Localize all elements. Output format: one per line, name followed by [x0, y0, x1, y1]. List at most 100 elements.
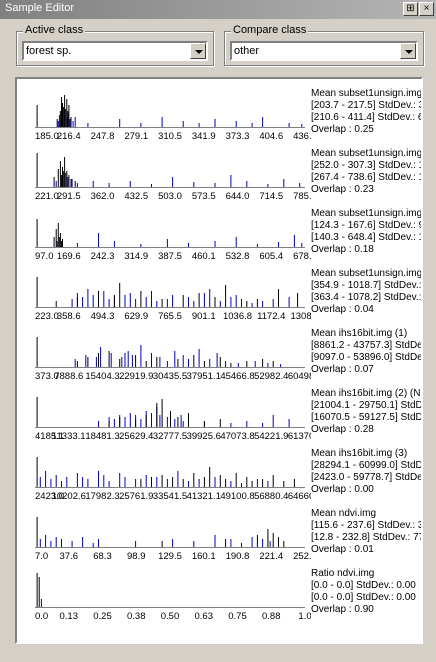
tick-label: 0.63 — [195, 611, 214, 622]
stats-line: Overlap : 0.04 — [311, 304, 374, 315]
tick-label: 52982.4 — [254, 371, 288, 382]
histogram-row: 7.0 37.6 68.3 98.9 129.5 160.1 190.8 221.4 252.0… — [17, 503, 421, 563]
histogram-row: 2423.0 10202.6 17982.3 25761.9 33541.5 41321.… — [17, 443, 421, 503]
stats-line: Mean ihs16bit.img (1) — [311, 328, 408, 339]
tick-label: 503.0 — [158, 191, 182, 202]
tick-label: 190.8 — [226, 551, 250, 562]
stats-info: Mean subset1unsign.img [124.3 - 167.6] St… — [311, 208, 423, 256]
tick-label: 432.5 — [124, 191, 148, 202]
stats-line: Ratio ndvi.img — [311, 568, 375, 579]
tick-label: 460.1 — [192, 251, 216, 262]
status-strip — [0, 655, 436, 662]
pin-icon[interactable]: ⊞ — [403, 2, 418, 16]
tick-label: 160.1 — [192, 551, 216, 562]
stats-info: Mean ihs16bit.img (2) (NI [21004.1 - 2975… — [311, 388, 423, 436]
tick-label: 358.6 — [57, 311, 81, 322]
tick-label: 1172.4 — [257, 311, 285, 322]
stats-line: [16070.5 - 59127.5] StdDe — [311, 412, 423, 423]
stats-line: [252.0 - 307.3] StdDev.: 1 — [311, 160, 423, 171]
stats-line: Overlap : 0.90 — [311, 604, 374, 615]
stats-line: [354.9 - 1018.7] StdDev.: — [311, 280, 422, 291]
title-bar: Sample Editor ⊞ × — [0, 0, 436, 19]
tick-label: 678.0 — [293, 251, 311, 262]
tick-label: 25761.9 — [119, 491, 153, 502]
tick-label: 22919.9 — [119, 371, 153, 382]
tick-label: 216.4 — [57, 131, 81, 142]
tick-label: 252.0 — [293, 551, 311, 562]
tick-label: 68.3 — [93, 551, 112, 562]
tick-label: 765.5 — [158, 311, 182, 322]
histogram-chart: 0.0 0.13 0.25 0.38 0.50 0.63 0.75 0.88 1.0 — [35, 573, 311, 622]
tick-label: 404.6 — [259, 131, 283, 142]
tick-label: 644.0 — [226, 191, 250, 202]
tick-label: 279.1 — [124, 131, 148, 142]
tick-label: 25629.4 — [119, 431, 153, 442]
histogram-row: 0.0 0.13 0.25 0.38 0.50 0.63 0.75 0.88 1.0 Ratio … — [17, 563, 421, 623]
tick-label: 32777.5 — [153, 431, 187, 442]
stats-info: Mean ndvi.img [115.6 - 237.6] StdDev.: 3[… — [311, 508, 423, 556]
tick-label: 1308.0 — [290, 311, 311, 322]
close-icon[interactable]: × — [419, 2, 434, 16]
compare-class-select[interactable]: other — [230, 41, 418, 61]
stats-line: [9097.0 - 53896.0] StdDev — [311, 352, 423, 363]
tick-label: 573.5 — [192, 191, 216, 202]
tick-label: 247.8 — [91, 131, 115, 142]
tick-label: 0.38 — [127, 611, 146, 622]
histogram-row: 4185.1 11333.1 18481.3 25629.4 32777.5 39925.… — [17, 383, 421, 443]
active-class-value: forest sp. — [26, 45, 72, 57]
stats-line: [2423.0 - 59778.7] StdDev — [311, 472, 423, 483]
tick-label: 0.50 — [161, 611, 180, 622]
tick-label: 373.3 — [226, 131, 250, 142]
tick-label: 221.0 — [35, 191, 59, 202]
tick-label: 185.0 — [35, 131, 59, 142]
histogram-row: 223.0 358.6 494.3 629.9 765.5 901.1 1036.8 1172… — [17, 263, 421, 323]
tick-label: 629.9 — [124, 311, 148, 322]
tick-label: 39925.6 — [187, 431, 221, 442]
stats-line: Overlap : 0.00 — [311, 484, 374, 495]
tick-label: 223.0 — [35, 311, 59, 322]
stats-line: [8861.2 - 43757.3] StdDev — [311, 340, 423, 351]
window-title: Sample Editor — [5, 2, 75, 14]
stats-line: [12.8 - 232.8] StdDev.: 77 — [311, 532, 423, 543]
tick-label: 97.0 — [35, 251, 54, 262]
histogram-panel[interactable]: 185.0 216.4 247.8 279.1 310.5 341.9 373.3 404.6… — [15, 77, 423, 644]
tick-label: 98.9 — [127, 551, 146, 562]
stats-line: [21004.1 - 29750.1] StdDe — [311, 400, 423, 411]
tick-label: 221.4 — [259, 551, 283, 562]
tick-label: 60498.0 — [288, 371, 311, 382]
stats-line: [140.3 - 648.4] StdDev.: 1 — [311, 232, 423, 243]
tick-label: 0.75 — [228, 611, 247, 622]
chevron-down-icon[interactable] — [400, 43, 416, 59]
tick-label: 436.0 — [293, 131, 311, 142]
stats-info: Mean ihs16bit.img (3) [28294.1 - 60999.0]… — [311, 448, 423, 496]
histogram-row: 221.0 291.5 362.0 432.5 503.0 573.5 644.0 714.5… — [17, 143, 421, 203]
tick-label: 37951.1 — [187, 371, 221, 382]
tick-label: 4185.1 — [35, 431, 64, 442]
stats-line: [124.3 - 167.6] StdDev.: 9 — [311, 220, 423, 231]
tick-label: 54221.9 — [254, 431, 288, 442]
tick-label: 37.6 — [60, 551, 79, 562]
active-class-select[interactable]: forest sp. — [22, 41, 208, 61]
stats-line: Overlap : 0.25 — [311, 124, 374, 135]
chevron-down-icon[interactable] — [190, 43, 206, 59]
stats-line: Overlap : 0.28 — [311, 424, 374, 435]
stats-line: Overlap : 0.23 — [311, 184, 374, 195]
histogram-chart: 97.0 169.6 242.3 314.9 387.5 460.1 532.8 605.4 6… — [35, 219, 311, 262]
stats-line: Mean ndvi.img — [311, 508, 377, 519]
histogram-row: 373.0 7888.6 15404.3 22919.9 30435.5 37951.1 4… — [17, 323, 421, 383]
tick-label: 49100.8 — [220, 491, 254, 502]
tick-label: 242.3 — [91, 251, 115, 262]
tick-label: 11333.1 — [52, 431, 86, 442]
tick-label: 61370.0 — [288, 431, 311, 442]
stats-line: [363.4 - 1078.2] StdDev.: — [311, 292, 422, 303]
tick-label: 314.9 — [124, 251, 148, 262]
tick-label: 0.0 — [35, 611, 48, 622]
tick-label: 169.6 — [57, 251, 81, 262]
tick-label: 7888.6 — [54, 371, 83, 382]
tick-label: 605.4 — [259, 251, 283, 262]
tick-label: 714.5 — [259, 191, 283, 202]
tick-label: 45466.8 — [220, 371, 254, 382]
